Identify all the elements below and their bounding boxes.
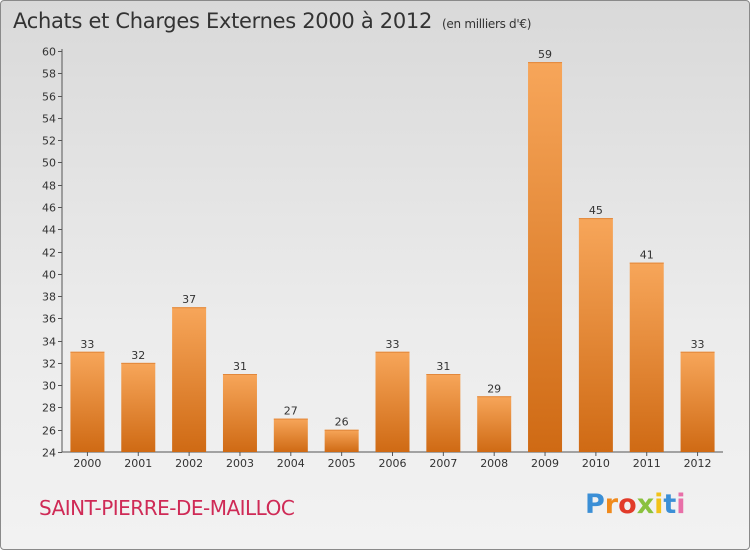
- y-tick-label: 56: [42, 91, 56, 104]
- bar: [172, 307, 207, 452]
- bar: [578, 218, 613, 452]
- y-tick-label: 54: [42, 113, 56, 126]
- logo-letter: t: [663, 489, 677, 520]
- y-tick-label: 28: [42, 402, 56, 415]
- y-tick-label: 44: [42, 224, 56, 237]
- logo-letter: x: [636, 489, 655, 520]
- bar: [375, 351, 410, 452]
- x-tick-label: 2006: [379, 457, 407, 470]
- x-tick-label: 2011: [633, 457, 661, 470]
- data-label: 26: [335, 416, 349, 429]
- x-tick-label: 2000: [73, 457, 101, 470]
- bar: [680, 351, 715, 452]
- logo-letter: i: [676, 489, 686, 520]
- data-label: 29: [487, 382, 501, 395]
- x-tick-label: 2003: [226, 457, 254, 470]
- bar: [629, 262, 664, 452]
- x-tick-label: 2002: [175, 457, 203, 470]
- bar: [273, 418, 308, 452]
- y-tick-label: 32: [42, 358, 56, 371]
- x-tick-label: 2010: [582, 457, 610, 470]
- y-tick-label: 24: [42, 447, 56, 460]
- x-tick-label: 2008: [480, 457, 508, 470]
- y-tick-label: 26: [42, 425, 56, 438]
- data-label: 31: [233, 360, 247, 373]
- bar: [477, 396, 512, 452]
- x-tick-label: 2005: [328, 457, 356, 470]
- y-tick-label: 46: [42, 202, 56, 215]
- y-tick-label: 30: [42, 380, 56, 393]
- chart-title-text: Achats et Charges Externes 2000 à 2012: [13, 9, 433, 33]
- bar: [222, 374, 257, 452]
- proxiti-logo: Proxiti: [585, 489, 686, 520]
- logo-letter: r: [604, 489, 619, 520]
- x-tick-label: 2007: [429, 457, 457, 470]
- data-label: 41: [640, 249, 654, 262]
- bar: [70, 351, 105, 452]
- bar: [324, 429, 359, 452]
- bar: [426, 374, 461, 452]
- y-tick-label: 50: [42, 157, 56, 170]
- data-label: 33: [691, 338, 705, 351]
- data-label: 27: [284, 405, 298, 418]
- logo-letter: P: [585, 489, 605, 520]
- y-tick-label: 42: [42, 247, 56, 260]
- data-label: 33: [80, 338, 94, 351]
- data-label: 32: [131, 349, 145, 362]
- y-tick-label: 52: [42, 135, 56, 148]
- data-label: 33: [386, 338, 400, 351]
- data-label: 45: [589, 204, 603, 217]
- bar: [528, 62, 563, 453]
- data-label: 31: [436, 360, 450, 373]
- chart-unit: (en milliers d'€): [442, 17, 532, 31]
- data-label: 59: [538, 48, 552, 61]
- x-tick-label: 2012: [684, 457, 712, 470]
- y-tick-label: 36: [42, 313, 56, 326]
- y-tick-label: 34: [42, 336, 56, 349]
- x-tick-label: 2001: [124, 457, 152, 470]
- y-tick-label: 58: [42, 68, 56, 81]
- x-tick-label: 2004: [277, 457, 305, 470]
- logo-letter: o: [618, 489, 637, 520]
- bar: [121, 362, 156, 452]
- y-tick-label: 60: [42, 46, 56, 59]
- y-tick-label: 40: [42, 269, 56, 282]
- chart-title: Achats et Charges Externes 2000 à 2012 (e…: [13, 9, 531, 33]
- y-tick-label: 48: [42, 180, 56, 193]
- data-label: 37: [182, 293, 196, 306]
- x-tick-label: 2009: [531, 457, 559, 470]
- logo-letter: i: [654, 489, 664, 520]
- commune-name: SAINT-PIERRE-DE-MAILLOC: [39, 496, 295, 520]
- y-tick-label: 38: [42, 291, 56, 304]
